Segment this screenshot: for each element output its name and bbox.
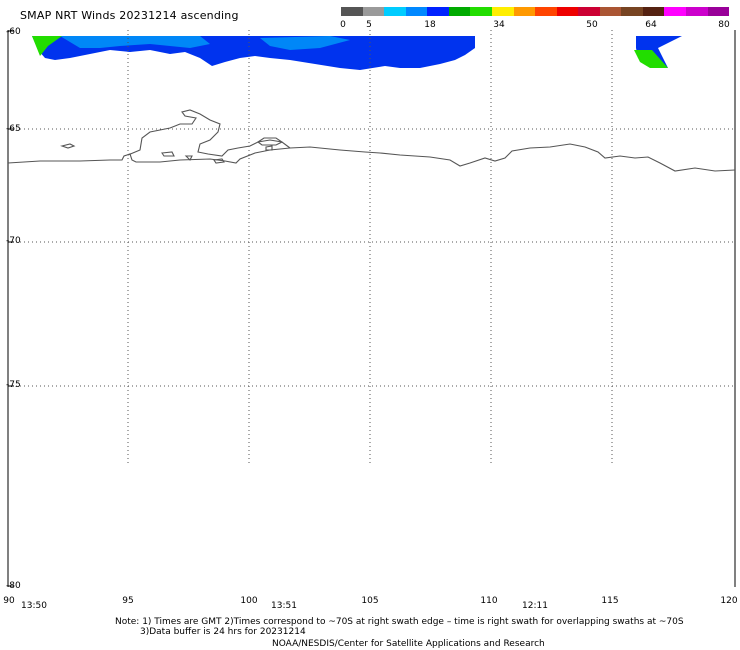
lon-label-95: 95 xyxy=(122,596,134,606)
colorbar-segment-6 xyxy=(470,7,492,16)
wind-swath-left-light xyxy=(60,36,350,50)
island-outline-2 xyxy=(60,143,76,149)
colorbar-tick-0: 0 xyxy=(340,20,346,30)
lon-label-90: 90 xyxy=(3,596,15,606)
note-line-3: NOAA/NESDIS/Center for Satellite Applica… xyxy=(272,639,545,649)
colorbar-tick-50: 50 xyxy=(586,20,598,30)
colorbar-tick-18: 18 xyxy=(424,20,436,30)
lon-label-120: 120 xyxy=(720,596,738,606)
island-outline-3 xyxy=(161,151,175,157)
colorbar-tick-5: 5 xyxy=(366,20,372,30)
colorbar-segment-9 xyxy=(535,7,557,16)
lon-label-110: 110 xyxy=(480,596,498,606)
colorbar-tick-64: 64 xyxy=(645,20,657,30)
colorbar-segment-4 xyxy=(427,7,449,16)
wind-swath-left-green xyxy=(32,36,62,56)
antarctic-coastline xyxy=(7,143,736,172)
time-label-1: 13:50 xyxy=(21,601,47,611)
wind-swath-left xyxy=(32,36,475,70)
lon-label-115: 115 xyxy=(601,596,619,606)
map-title: SMAP NRT Winds 20231214 ascending xyxy=(20,9,239,22)
colorbar-segment-11 xyxy=(578,7,600,16)
island-outline-4 xyxy=(184,155,193,161)
wind-speed-colorbar xyxy=(341,7,730,16)
colorbar-segment-15 xyxy=(664,7,686,16)
colorbar-segment-2 xyxy=(384,7,406,16)
colorbar-segment-10 xyxy=(556,7,579,16)
colorbar-segment-13 xyxy=(621,7,643,16)
note-line-2: 3)Data buffer is 24 hrs for 20231214 xyxy=(140,627,306,637)
colorbar-segment-0 xyxy=(341,7,363,16)
wind-swath-right-green xyxy=(634,50,668,68)
note-line-1: Note: 1) Times are GMT 2)Times correspon… xyxy=(115,617,684,627)
lon-label-105: 105 xyxy=(361,596,379,606)
colorbar-tick-80: 80 xyxy=(718,20,730,30)
colorbar-segment-5 xyxy=(448,7,471,16)
colorbar-segment-1 xyxy=(362,7,385,16)
colorbar-segment-14 xyxy=(642,7,665,16)
colorbar-segment-7 xyxy=(491,7,514,16)
island-outline-5 xyxy=(213,158,225,164)
colorbar-segment-17 xyxy=(707,7,730,16)
lat-label-70: -70 xyxy=(6,236,21,246)
lat-label-60: -60 xyxy=(6,27,21,37)
island-outline-6 xyxy=(265,145,273,151)
time-label-3: 12:11 xyxy=(522,601,548,611)
island-outline-1 xyxy=(257,137,284,146)
colorbar-segment-3 xyxy=(405,7,428,16)
colorbar-segment-16 xyxy=(686,7,708,16)
time-label-2: 13:51 xyxy=(271,601,297,611)
lat-label-65: -65 xyxy=(6,124,21,134)
colorbar-tick-34: 34 xyxy=(493,20,505,30)
colorbar-segment-8 xyxy=(513,7,536,16)
lat-label-80: -80 xyxy=(6,581,21,591)
colorbar-segment-12 xyxy=(599,7,622,16)
lat-label-75: -75 xyxy=(6,380,21,390)
lon-label-100: 100 xyxy=(240,596,258,606)
ice-shelf-outline xyxy=(127,109,291,157)
